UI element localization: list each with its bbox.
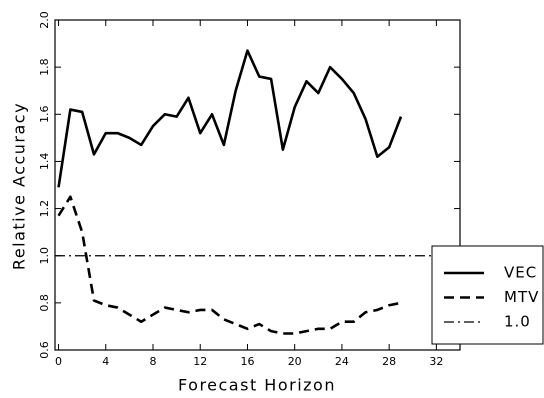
- x-axis-label: Forecast Horizon: [178, 376, 336, 395]
- y-tick-label: 0.8: [38, 294, 51, 312]
- legend-box: [431, 245, 544, 345]
- x-tick-label: 32: [429, 355, 443, 368]
- x-tick-label: 24: [335, 355, 349, 368]
- plot-frame: [54, 19, 461, 351]
- y-tick-label: 1.0: [38, 247, 51, 265]
- data-line: [57, 49, 403, 188]
- x-tick-label: 0: [55, 355, 62, 368]
- data-line: [57, 195, 402, 335]
- x-tick-label: 4: [102, 355, 109, 368]
- legend-label: MTV: [504, 288, 539, 306]
- legend-label: VEC: [504, 264, 537, 282]
- x-tick-label: 12: [193, 355, 207, 368]
- y-tick-label: 1.4: [38, 153, 51, 171]
- y-tick-label: 0.6: [38, 341, 51, 359]
- y-tick-label: 1.8: [38, 58, 51, 76]
- x-tick-label: 28: [382, 355, 396, 368]
- x-tick-label: 20: [288, 355, 302, 368]
- legend-label: 1.0: [504, 313, 531, 331]
- y-tick-label: 1.6: [38, 106, 51, 124]
- y-tick-label: 2.0: [38, 11, 51, 29]
- legend: VEC MTV 1.0: [431, 245, 544, 345]
- x-tick-label: 16: [240, 355, 254, 368]
- y-tick-label: 1.2: [38, 200, 51, 218]
- y-axis-label: Relative Accuracy: [10, 102, 29, 270]
- x-tick-label: 8: [150, 355, 157, 368]
